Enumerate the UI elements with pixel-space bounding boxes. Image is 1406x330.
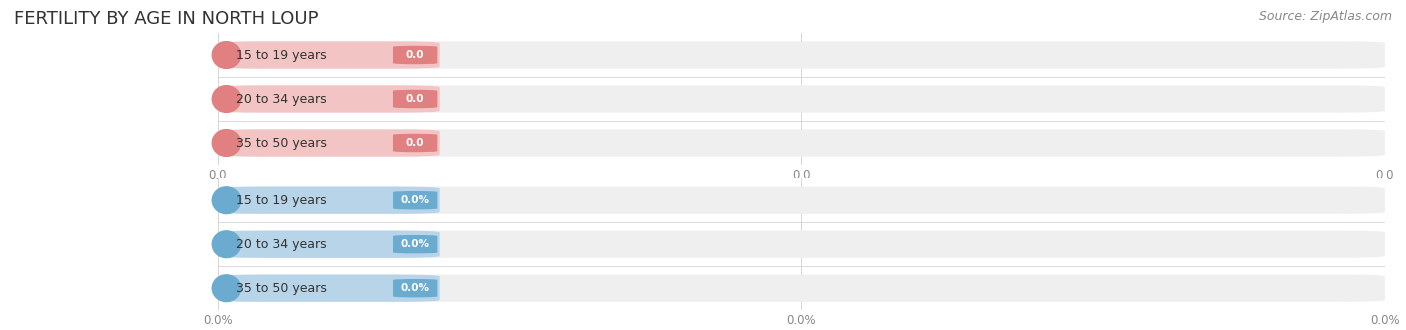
Ellipse shape: [212, 85, 240, 113]
Text: Source: ZipAtlas.com: Source: ZipAtlas.com: [1258, 10, 1392, 23]
Text: 0.0%: 0.0%: [401, 239, 430, 249]
FancyBboxPatch shape: [392, 191, 437, 210]
Text: FERTILITY BY AGE IN NORTH LOUP: FERTILITY BY AGE IN NORTH LOUP: [14, 10, 319, 28]
FancyBboxPatch shape: [218, 85, 1385, 113]
FancyBboxPatch shape: [218, 186, 440, 214]
Text: 20 to 34 years: 20 to 34 years: [236, 92, 328, 106]
FancyBboxPatch shape: [218, 41, 1385, 69]
Text: 0.0: 0.0: [406, 94, 425, 104]
FancyBboxPatch shape: [218, 129, 440, 157]
FancyBboxPatch shape: [218, 231, 440, 258]
Text: 15 to 19 years: 15 to 19 years: [236, 49, 328, 61]
Text: 35 to 50 years: 35 to 50 years: [236, 282, 328, 295]
Text: 0.0: 0.0: [406, 138, 425, 148]
FancyBboxPatch shape: [218, 275, 440, 302]
Ellipse shape: [212, 42, 240, 68]
FancyBboxPatch shape: [392, 46, 437, 64]
FancyBboxPatch shape: [392, 235, 437, 253]
Text: 15 to 19 years: 15 to 19 years: [236, 194, 328, 207]
FancyBboxPatch shape: [218, 231, 1385, 258]
FancyBboxPatch shape: [218, 186, 1385, 214]
Text: 35 to 50 years: 35 to 50 years: [236, 137, 328, 149]
FancyBboxPatch shape: [218, 275, 1385, 302]
Text: 20 to 34 years: 20 to 34 years: [236, 238, 328, 251]
Ellipse shape: [212, 275, 240, 302]
FancyBboxPatch shape: [218, 41, 440, 69]
Text: 0.0: 0.0: [406, 50, 425, 60]
FancyBboxPatch shape: [392, 90, 437, 108]
FancyBboxPatch shape: [218, 85, 440, 113]
Ellipse shape: [212, 130, 240, 156]
Ellipse shape: [212, 187, 240, 214]
FancyBboxPatch shape: [392, 279, 437, 297]
FancyBboxPatch shape: [392, 134, 437, 152]
Ellipse shape: [212, 231, 240, 258]
Text: 0.0%: 0.0%: [401, 283, 430, 293]
FancyBboxPatch shape: [218, 129, 1385, 157]
Text: 0.0%: 0.0%: [401, 195, 430, 205]
